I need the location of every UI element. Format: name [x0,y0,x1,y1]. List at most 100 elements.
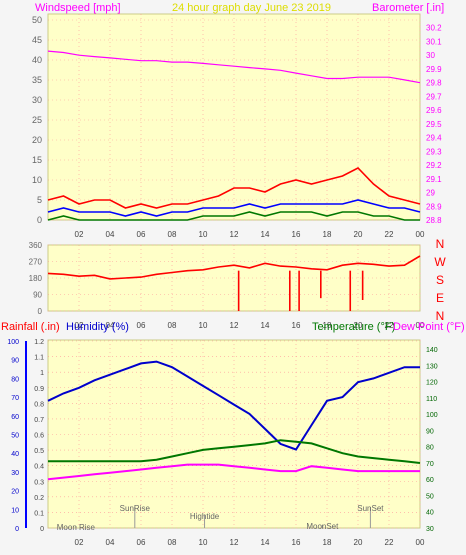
right-tick-label: 30.1 [426,37,442,46]
humidity-tick-label: 60 [11,414,19,421]
x-tick-label: 00 [416,538,425,547]
series-temperature [48,439,421,464]
x-tick-label: 10 [199,321,208,330]
x-tick-label: 06 [137,538,146,547]
rain-tick-label: 0.1 [34,510,44,517]
gridlines [48,340,421,529]
rain-tick-label: 0.3 [34,479,44,486]
right-tick-label: 30.2 [426,24,442,33]
compass-label: W [434,255,446,269]
chart-title: 24 hour graph day June 23 2019 [172,2,331,14]
event-label: SunSet [357,504,384,513]
temperature-tick-label: 120 [426,380,438,387]
x-tick-label: 00 [416,321,425,330]
right-axis-label: Barometer [.in] [372,2,444,14]
y-tick-label: 180 [29,274,43,283]
humidity-tick-label: 50 [11,433,19,440]
x-tick-label: 12 [230,230,239,239]
temperature-tick-label: 50 [426,493,434,500]
right-tick-label: 28.8 [426,216,442,225]
left-axis-label: Windspeed [mph] [35,2,121,14]
y-tick-label: 40 [32,55,42,65]
rain-tick-label: 1.2 [34,339,44,346]
humidity-tick-label: 90 [11,358,19,365]
right-tick-label: 29.4 [426,134,442,143]
humidity-axis-label: Humidity (%) [66,321,129,333]
x-tick-label: 14 [261,538,270,547]
x-tick-label: 12 [230,321,239,330]
series-average [47,211,420,221]
x-tick-label: 08 [168,321,177,330]
y-tick-label: 0 [38,307,43,316]
x-tick-label: 10 [199,230,208,239]
x-tick-label: 16 [292,538,301,547]
gridlines [48,244,421,312]
x-tick-label: 00 [416,230,425,239]
temperature-axis-label: Temperature (°F) [312,321,395,333]
rain-tick-label: 0.2 [34,495,44,502]
rain-tick-label: 1 [40,370,44,377]
x-tick-label: 04 [106,538,115,547]
compass-label: N [436,237,445,251]
temperature-tick-label: 60 [426,477,434,484]
wind-barometer-chart: 0 5 10 15 20 25 30 35 40 45 50 28.8 28.9 29 29.1 29.2 29… [32,2,444,239]
y-tick-label: 5 [37,195,42,205]
temperature-tick-label: 40 [426,510,434,517]
series-gust [47,167,421,209]
x-tick-label: 12 [230,538,239,547]
right-tick-label: 29.1 [426,175,442,184]
x-tick-label: 20 [354,321,363,330]
temperature-tick-label: 130 [426,363,438,370]
temperature-tick-label: 80 [426,445,434,452]
y-tick-label: 0 [37,215,42,225]
y-tick-label: 90 [33,291,42,300]
compass-label: S [436,273,444,287]
y-tick-label: 270 [29,258,43,267]
humidity-tick-label: 70 [11,395,19,402]
x-tick-label: 08 [168,230,177,239]
x-tick-label: 14 [261,321,270,330]
rain-tick-label: 0.7 [34,417,44,424]
dewpoint-axis-label: Dew Point (°F) [393,321,465,333]
temperature-tick-label: 70 [426,461,434,468]
series-wind [47,199,421,217]
humidity-tick-label: 30 [11,470,19,477]
right-tick-label: 30 [426,51,435,60]
rain-tick-label: 0 [40,526,44,533]
humidity-tick-label: 40 [11,451,19,458]
x-tick-label: 22 [385,538,394,547]
temperature-tick-label: 110 [426,396,437,403]
temperature-tick-label: 100 [426,412,438,419]
series-direction [47,255,421,280]
x-tick-label: 04 [106,321,115,330]
event-label: Hightide [190,512,220,521]
tick-labels: 0 0.1 0.2 0.3 0.4 0.5 0.6 0.7 0.8 0.9 1 1.1 1.2 0 10 20… [7,339,437,547]
x-tick-label: 20 [354,538,363,547]
y-tick-label: 50 [32,15,42,25]
right-tick-label: 29.6 [426,106,442,115]
x-tick-label: 02 [75,321,84,330]
rain-tick-label: 0.6 [34,433,44,440]
y-tick-label: 30 [32,95,42,105]
tick-labels: 0 90 180 270 360 02 04 06 08 10 12 14 16 18 20 22 00 [29,241,425,330]
y-tick-label: 25 [32,115,42,125]
x-tick-label: 02 [75,230,84,239]
x-tick-label: 20 [354,230,363,239]
x-tick-label: 14 [261,230,270,239]
y-tick-label: 360 [29,241,43,250]
y-tick-label: 20 [32,135,42,145]
series-lines [47,360,421,481]
tick-labels: 0 5 10 15 20 25 30 35 40 45 50 28.8 28.9 29 29.1 29.2 29… [32,15,442,239]
x-tick-label: 22 [385,230,394,239]
y-tick-label: 45 [32,35,42,45]
x-tick-label: 06 [137,321,146,330]
right-tick-label: 29.7 [426,92,442,101]
humidity-tick-label: 0 [15,526,19,533]
right-tick-label: 29.5 [426,120,442,129]
compass-label: E [436,291,444,305]
rain-tick-label: 0.9 [34,386,44,393]
event-label: MoonSet [306,522,339,531]
y-tick-label: 10 [32,175,42,185]
